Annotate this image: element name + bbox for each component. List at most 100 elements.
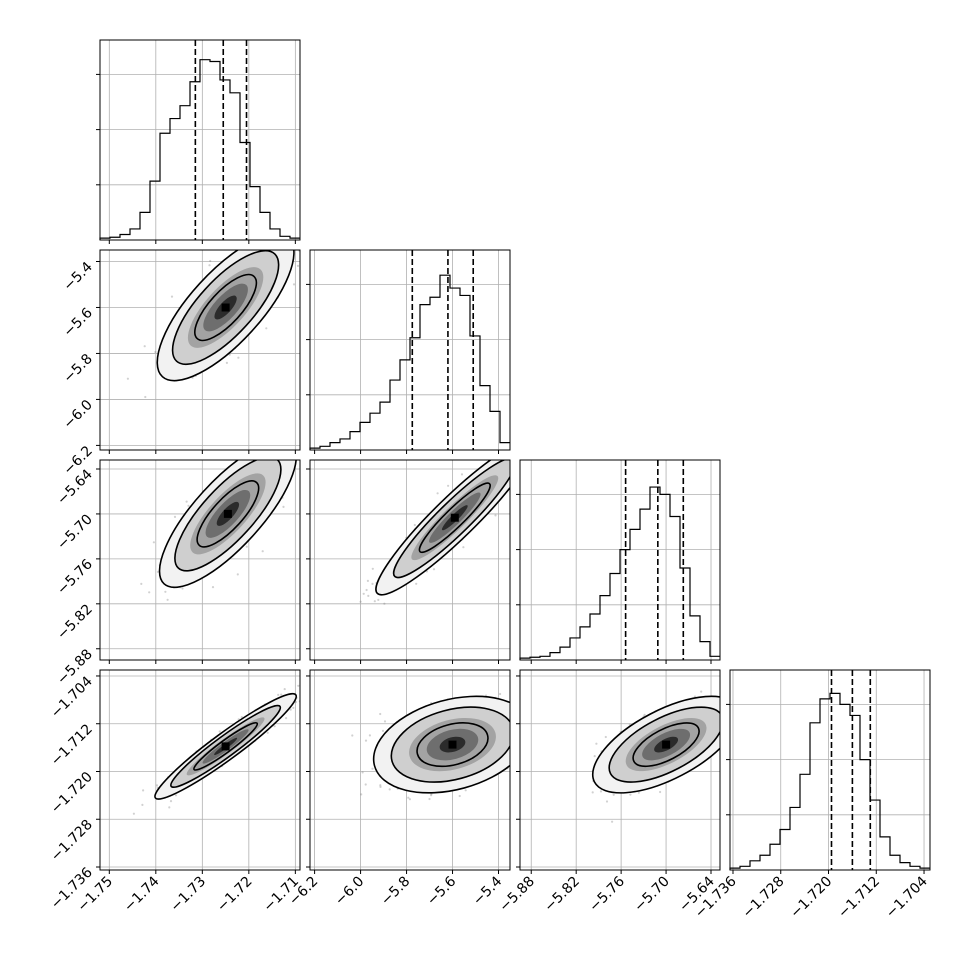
density-contour xyxy=(171,250,280,366)
density-contour xyxy=(174,460,282,572)
scatter-point xyxy=(548,430,550,432)
density-contour xyxy=(416,722,489,768)
scatter-point xyxy=(515,447,517,449)
density-contour xyxy=(193,721,259,771)
scatter-point xyxy=(294,700,298,704)
scatter-point xyxy=(365,588,368,592)
scatter-panel-3-2 xyxy=(306,430,550,664)
scatter-point xyxy=(528,727,530,729)
scatter-point xyxy=(282,505,285,508)
grid-lines xyxy=(730,670,930,870)
x-tick-label: −5.76 xyxy=(586,873,628,915)
scatter-panel-4-1: −1.736−1.728−1.720−1.712−1.704−1.75 −1.74… xyxy=(48,669,302,916)
scatter-point xyxy=(174,794,178,797)
scatter-point xyxy=(593,755,596,758)
scatter-point xyxy=(738,699,740,701)
grid-lines xyxy=(100,40,300,240)
scatter-point xyxy=(721,698,723,700)
scatter-frame xyxy=(99,459,301,661)
scatter-point xyxy=(261,550,264,553)
scatter-point xyxy=(755,701,757,703)
scatter-point xyxy=(494,514,497,517)
scatter-point xyxy=(148,591,151,594)
y-tick-label: −5.76 xyxy=(54,556,96,598)
density-contour xyxy=(156,250,295,382)
scatter-point xyxy=(499,692,502,696)
density-contour xyxy=(375,460,510,596)
scatter-point xyxy=(302,245,304,247)
scatter-point xyxy=(379,712,382,716)
scatter-point xyxy=(297,684,300,687)
scatter-frame xyxy=(519,669,721,871)
x-tick-label: −1.72 xyxy=(214,874,256,916)
y-tick-label: −1.720 xyxy=(48,769,96,817)
scatter-point xyxy=(760,714,762,716)
scatter-point xyxy=(164,590,167,593)
scatter-point xyxy=(243,456,245,458)
scatter-point xyxy=(330,436,332,438)
scatter-point xyxy=(532,435,534,437)
y-tick-label: −6.0 xyxy=(60,397,95,432)
scatter-point xyxy=(283,234,285,236)
scatter-point xyxy=(371,767,374,770)
scatter-content xyxy=(100,234,304,450)
scatter-point xyxy=(245,545,248,548)
scatter-point xyxy=(292,706,295,710)
x-tick-label: −1.704 xyxy=(883,873,931,921)
scatter-point xyxy=(280,451,282,453)
x-tick-label: −5.70 xyxy=(631,874,673,916)
scatter-point xyxy=(742,699,744,701)
scatter-point xyxy=(304,474,306,476)
scatter-point xyxy=(510,473,512,475)
x-tick-label: −1.74 xyxy=(121,873,163,915)
hist-panel-2 xyxy=(306,249,511,454)
scatter-point xyxy=(612,793,615,796)
scatter-point xyxy=(738,713,740,715)
scatter-point xyxy=(524,444,526,446)
scatter-point xyxy=(181,587,184,590)
scatter-point xyxy=(271,429,273,431)
x-tick-label: −1.720 xyxy=(787,874,835,922)
scatter-point xyxy=(746,694,748,696)
density-peak xyxy=(221,742,230,751)
hist-panel-4: −1.736 −1.728 −1.720 −1.712 −1.704 xyxy=(692,669,931,922)
scatter-point xyxy=(515,463,517,465)
scatter-point xyxy=(296,458,298,460)
scatter-point xyxy=(643,713,646,716)
scatter-point xyxy=(513,451,515,453)
scatter-point xyxy=(265,240,267,242)
scatter-point xyxy=(280,451,282,453)
scatter-point xyxy=(516,458,518,460)
scatter-point xyxy=(560,731,562,733)
y-tick-label: −5.70 xyxy=(54,511,96,553)
scatter-content xyxy=(310,430,550,660)
scatter-point xyxy=(522,728,524,730)
scatter-point xyxy=(273,725,276,728)
scatter-point xyxy=(383,720,387,723)
scatter-point xyxy=(140,582,143,586)
scatter-point xyxy=(503,446,505,448)
y-tick-label: −1.712 xyxy=(48,721,96,769)
scatter-point xyxy=(408,798,411,801)
scatter-point xyxy=(724,698,726,700)
scatter-point xyxy=(166,598,169,601)
y-tick-label: −5.6 xyxy=(60,305,95,340)
density-contour xyxy=(418,482,491,554)
scatter-point xyxy=(464,789,467,792)
scatter-content xyxy=(310,670,562,870)
scatter-point xyxy=(170,295,174,298)
scatter-point xyxy=(168,806,171,809)
scatter-point xyxy=(278,237,280,239)
scatter-point xyxy=(294,247,296,249)
scatter-point xyxy=(536,454,538,456)
scatter-point xyxy=(141,803,144,807)
scatter-point xyxy=(525,718,527,720)
density-contour xyxy=(372,695,510,794)
scatter-point xyxy=(371,582,374,586)
scatter-point xyxy=(126,377,129,380)
corner-plot-panels: −1.736 −1.728 −1.720 −1.712 −1.704−6.2−6.0−5… xyxy=(48,39,931,922)
scatter-point xyxy=(273,240,275,242)
scatter-point xyxy=(514,475,516,477)
hist-frame xyxy=(99,39,301,241)
density-peak xyxy=(221,303,230,312)
